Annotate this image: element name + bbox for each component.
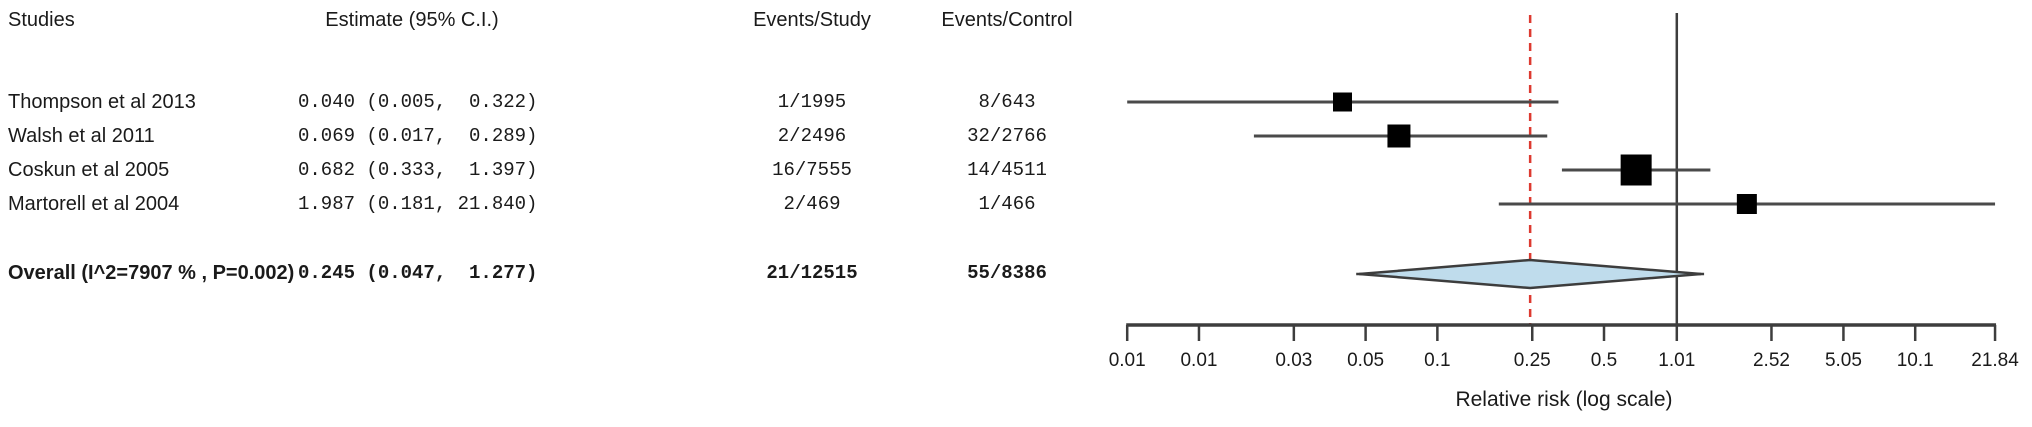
events-control: 1/466 <box>978 193 1036 215</box>
x-axis-tick-label: 10.1 <box>1897 350 1934 371</box>
x-axis-tick-label: 5.05 <box>1825 350 1862 371</box>
x-axis-title: Relative risk (log scale) <box>1455 388 1672 411</box>
study-name: Coskun et al 2005 <box>8 159 170 181</box>
effect-size-square <box>1620 154 1652 186</box>
column-header-studies: Studies <box>8 9 75 31</box>
x-axis-tick-label: 0.01 <box>1180 350 1217 371</box>
estimate-ci: 0.682 (0.333, 1.397) <box>298 159 538 181</box>
column-header-estimate: Estimate (95% C.I.) <box>325 9 499 31</box>
events-study: 2/469 <box>783 193 841 215</box>
column-header-events-study: Events/Study <box>753 9 871 31</box>
study-name: Walsh et al 2011 <box>8 125 155 147</box>
events-study: 16/7555 <box>772 159 852 181</box>
effect-size-square <box>1736 194 1757 214</box>
events-study: 2/2496 <box>777 125 847 147</box>
x-axis-tick-label: 21.84 <box>1971 350 2019 371</box>
study-name: Martorell et al 2004 <box>8 193 180 215</box>
column-header-events-control: Events/Control <box>941 9 1073 31</box>
x-axis-tick-label: 0.03 <box>1275 350 1312 371</box>
x-axis-tick-label: 0.25 <box>1514 350 1551 371</box>
overall-label: Overall (I^2=7907 % , P=0.002) <box>8 262 295 284</box>
overall-estimate-ci: 0.245 (0.047, 1.277) <box>298 262 538 284</box>
x-axis-tick-label: 0.1 <box>1424 350 1450 371</box>
x-axis-tick-label: 2.52 <box>1753 350 1790 371</box>
x-axis-tick-label: 1.01 <box>1658 350 1695 371</box>
x-axis-tick-label: 0.5 <box>1591 350 1617 371</box>
x-axis-tick-label: 0.01 <box>1109 350 1146 371</box>
events-control: 8/643 <box>978 91 1036 113</box>
estimate-ci: 0.069 (0.017, 0.289) <box>298 125 538 147</box>
x-axis-tick-label: 0.05 <box>1347 350 1384 371</box>
effect-size-square <box>1387 124 1411 148</box>
overall-events-control: 55/8386 <box>967 262 1047 284</box>
study-name: Thompson et al 2013 <box>8 91 196 113</box>
estimate-ci: 0.040 (0.005, 0.322) <box>298 91 538 113</box>
events-control: 32/2766 <box>967 125 1047 147</box>
events-control: 14/4511 <box>967 159 1047 181</box>
events-study: 1/1995 <box>777 91 847 113</box>
overall-events-study: 21/12515 <box>766 262 858 284</box>
overall-diamond <box>1359 258 1702 290</box>
effect-size-square <box>1333 92 1353 112</box>
estimate-ci: 1.987 (0.181, 21.840) <box>298 193 538 215</box>
